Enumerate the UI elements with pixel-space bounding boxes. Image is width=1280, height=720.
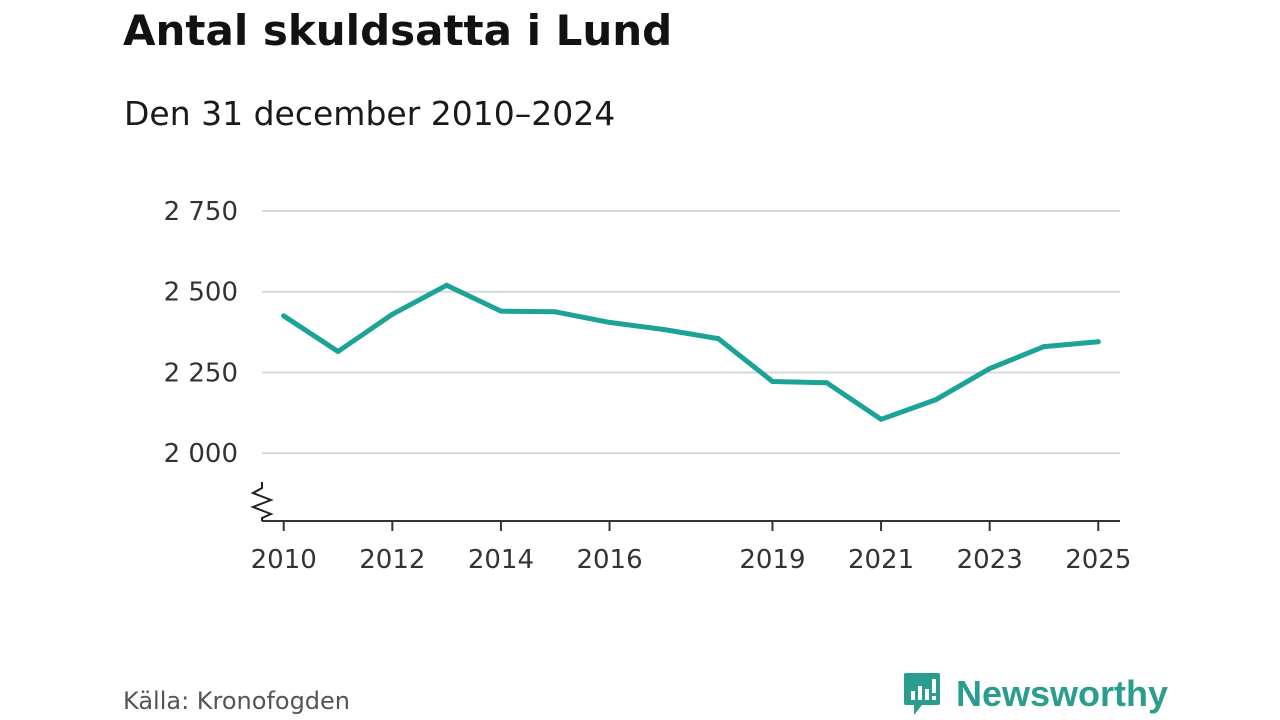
- x-tick-label: 2012: [359, 545, 425, 575]
- data-point: [661, 327, 667, 333]
- y-tick-label: 2 500: [164, 278, 238, 308]
- chart-subtitle: Den 31 december 2010–2024: [124, 94, 616, 133]
- axis-break-icon: [250, 482, 274, 521]
- data-point: [824, 380, 830, 386]
- data-point: [444, 282, 450, 288]
- data-point: [878, 416, 884, 422]
- data-point: [389, 311, 395, 317]
- source-note: Källa: Kronofogden: [123, 687, 351, 715]
- x-tick-label: 2019: [739, 545, 805, 575]
- x-tick-label: 2010: [251, 545, 317, 575]
- x-axis-labels: 2010 2012 2014 2016 2019 2021 2023 2025: [251, 545, 1132, 575]
- series-line: [281, 282, 1101, 422]
- newsworthy-logo-icon: [904, 673, 940, 715]
- x-tick-label: 2025: [1065, 545, 1131, 575]
- gridlines: [262, 210, 1120, 455]
- series: [281, 282, 1101, 422]
- x-tick-label: 2016: [576, 545, 642, 575]
- brand-name: Newsworthy: [956, 673, 1169, 714]
- y-tick-label: 2 750: [164, 197, 238, 227]
- data-point: [335, 348, 341, 354]
- chart-title: Antal skuldsatta i Lund: [123, 6, 673, 55]
- data-point: [987, 366, 993, 372]
- data-point: [552, 309, 558, 315]
- data-point: [1041, 344, 1047, 350]
- y-axis-labels: 2 000 2 250 2 500 2 750: [164, 197, 238, 469]
- x-tick-label: 2014: [468, 545, 534, 575]
- x-tick-label: 2023: [957, 545, 1023, 575]
- y-tick-label: 2 000: [164, 439, 238, 469]
- data-point: [498, 308, 504, 314]
- data-point: [932, 397, 938, 403]
- data-point: [1095, 339, 1101, 345]
- y-tick-label: 2 250: [164, 358, 238, 388]
- data-point: [769, 379, 775, 384]
- data-point: [715, 336, 721, 342]
- data-point: [607, 319, 613, 325]
- x-tick-label: 2021: [848, 545, 914, 575]
- x-axis: [250, 482, 1120, 531]
- newsworthy-logo: Newsworthy: [902, 671, 1168, 717]
- data-point: [281, 313, 287, 319]
